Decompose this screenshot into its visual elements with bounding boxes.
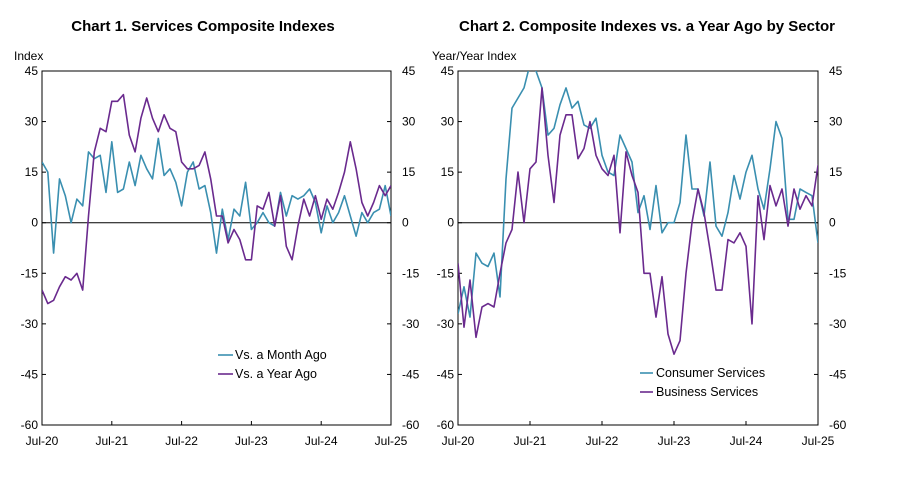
- y-tick-label-left: -15: [21, 266, 39, 280]
- x-tick-label: Jul-20: [26, 434, 59, 448]
- y-tick-label-right: 30: [402, 115, 416, 129]
- x-tick-label: Jul-25: [375, 434, 408, 448]
- y-tick-label-right: -30: [829, 317, 847, 331]
- chart-1-ylabel: Index: [14, 49, 43, 63]
- y-tick-label-right: -60: [402, 418, 420, 432]
- y-tick-label-right: -45: [402, 367, 420, 381]
- y-tick-label-left: 30: [441, 115, 455, 129]
- series-line-2: [458, 87, 818, 356]
- y-tick-label-left: 45: [441, 64, 455, 78]
- y-tick-label-left: 15: [25, 165, 39, 179]
- y-tick-label-left: -45: [437, 367, 455, 381]
- y-tick-label-right: -15: [402, 266, 420, 280]
- y-tick-label-right: 15: [402, 165, 416, 179]
- y-tick-label-left: -60: [437, 418, 455, 432]
- x-tick-label: Jul-21: [95, 434, 128, 448]
- chart-2: Chart 2. Composite Indexes vs. a Year Ag…: [432, 18, 847, 448]
- chart-1: Chart 1. Services Composite Indexes Inde…: [14, 18, 420, 448]
- y-tick-label-right: 0: [402, 216, 409, 230]
- x-tick-label: Jul-21: [514, 434, 547, 448]
- chart-2-ylabel: Year/Year Index: [432, 49, 517, 63]
- series-line-2: [42, 93, 391, 305]
- y-tick-label-left: -45: [21, 367, 39, 381]
- y-tick-label-left: 15: [441, 165, 455, 179]
- x-tick-label: Jul-23: [235, 434, 268, 448]
- y-tick-label-right: -45: [829, 367, 847, 381]
- y-tick-label-right: 0: [829, 216, 836, 230]
- series-line-1: [458, 71, 818, 318]
- chart-1-legend: Vs. a Month Ago Vs. a Year Ago: [218, 348, 327, 381]
- x-tick-label: Jul-24: [730, 434, 763, 448]
- chart-1-y-ticks-right: 45 30 15 0 -15 -30 -45 -60: [387, 64, 420, 432]
- chart-2-plot-frame: [457, 70, 819, 426]
- y-tick-label-right: 30: [829, 115, 843, 129]
- chart-1-x-ticks: Jul-20 Jul-21 Jul-22 Jul-23 Jul-24 Jul-25: [26, 421, 408, 448]
- y-tick-label-right: -60: [829, 418, 847, 432]
- x-tick-label: Jul-23: [658, 434, 691, 448]
- x-tick-label: Jul-22: [165, 434, 198, 448]
- y-tick-label-right: -15: [829, 266, 847, 280]
- chart-2-y-ticks-left: 45 30 15 0 -15 -30 -45 -60: [437, 64, 462, 432]
- chart-2-x-ticks: Jul-20 Jul-21 Jul-22 Jul-23 Jul-24 Jul-25: [442, 421, 835, 448]
- x-tick-label: Jul-24: [305, 434, 338, 448]
- chart-1-series: [42, 93, 391, 305]
- y-tick-label-left: 0: [447, 216, 454, 230]
- y-tick-label-left: 30: [25, 115, 39, 129]
- chart-2-y-ticks-right: 45 30 15 0 -15 -30 -45 -60: [814, 64, 847, 432]
- chart-2-legend-label-2: Business Services: [656, 385, 758, 399]
- y-tick-label-left: 45: [25, 64, 39, 78]
- chart-1-plot-frame: [41, 70, 392, 426]
- y-tick-label-left: -60: [21, 418, 39, 432]
- chart-1-y-ticks-left: 45 30 15 0 -15 -30 -45 -60: [21, 64, 46, 432]
- y-tick-label-left: -30: [21, 317, 39, 331]
- chart-1-legend-label-2: Vs. a Year Ago: [235, 367, 317, 381]
- y-tick-label-right: 15: [829, 165, 843, 179]
- series-line-1: [42, 137, 391, 254]
- x-tick-label: Jul-20: [442, 434, 475, 448]
- y-tick-label-right: 45: [829, 64, 843, 78]
- y-tick-label-right: 45: [402, 64, 416, 78]
- x-tick-label: Jul-22: [586, 434, 619, 448]
- x-tick-label: Jul-25: [802, 434, 835, 448]
- chart-1-title: Chart 1. Services Composite Indexes: [71, 18, 334, 35]
- chart-1-legend-label-1: Vs. a Month Ago: [235, 348, 327, 362]
- y-tick-label-right: -30: [402, 317, 420, 331]
- chart-2-legend: Consumer Services Business Services: [640, 366, 765, 399]
- chart-2-title: Chart 2. Composite Indexes vs. a Year Ag…: [459, 18, 835, 35]
- y-tick-label-left: -30: [437, 317, 455, 331]
- y-tick-label-left: 0: [31, 216, 38, 230]
- chart-2-series: [458, 71, 818, 356]
- y-tick-label-left: -15: [437, 266, 455, 280]
- chart-2-legend-label-1: Consumer Services: [656, 366, 765, 380]
